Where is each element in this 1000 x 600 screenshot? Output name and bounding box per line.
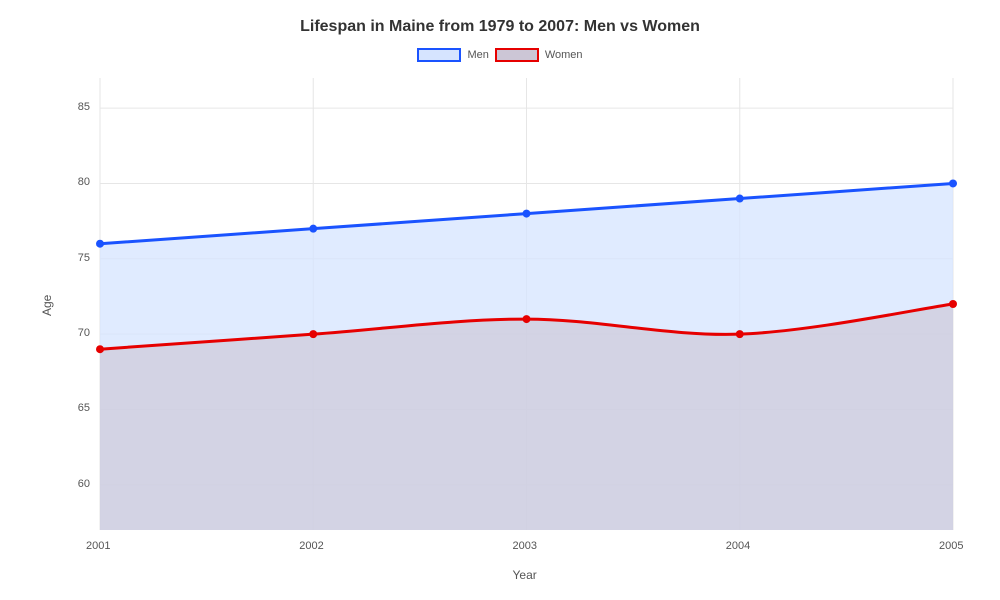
x-tick-label: 2002 <box>299 540 323 552</box>
chart-canvas <box>0 0 1000 600</box>
y-tick-label: 65 <box>78 402 90 414</box>
x-tick-label: 2001 <box>86 540 110 552</box>
y-tick-label: 75 <box>78 252 90 264</box>
y-axis-label: Age <box>40 295 54 316</box>
x-axis-label: Year <box>513 568 537 582</box>
x-tick-label: 2003 <box>513 540 537 552</box>
y-tick-label: 70 <box>78 327 90 339</box>
x-tick-label: 2004 <box>726 540 750 552</box>
y-tick-label: 85 <box>78 101 90 113</box>
y-tick-label: 80 <box>78 176 90 188</box>
y-tick-label: 60 <box>78 478 90 490</box>
x-tick-label: 2005 <box>939 540 963 552</box>
